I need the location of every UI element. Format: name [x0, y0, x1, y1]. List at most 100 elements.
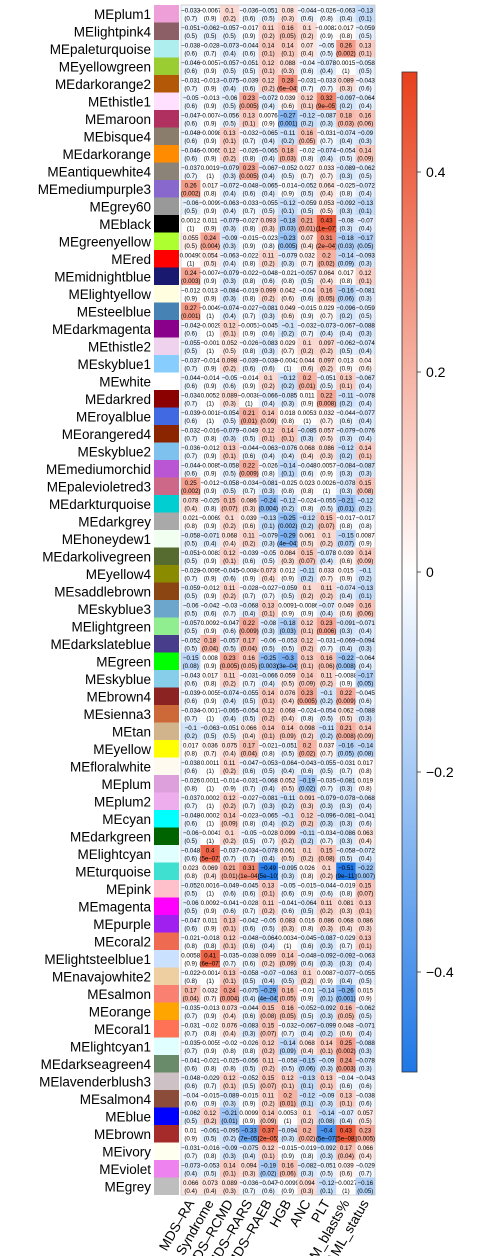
cell-pvalue: (0.5) [359, 1118, 372, 1125]
row-label: MEpalevioletred3 [47, 479, 151, 494]
cell-pvalue: (0.7) [184, 453, 197, 460]
module-color-swatch [154, 600, 179, 618]
cell-pvalue: (0.3) [359, 715, 372, 722]
heatmap-cell-fill [181, 512, 201, 531]
cell-pvalue: (0.1) [359, 208, 372, 215]
cell-correlation: −0.031 [317, 130, 337, 137]
heatmap-cell: −0.055(0.5) [181, 337, 201, 356]
heatmap-cell: 0.26(0.002) [181, 180, 201, 198]
cell-pvalue: (0.5) [184, 558, 197, 565]
cell-correlation: −0.047 [220, 620, 240, 627]
heatmap-cell: −0.072(0.4) [258, 92, 278, 111]
heatmap-cell-fill [355, 372, 376, 391]
heatmap-cell: −0.047(0.6) [181, 110, 201, 128]
cell-correlation: 0.12 [223, 935, 236, 942]
heatmap-cell-fill [316, 442, 337, 461]
cell-pvalue: (0.5) [340, 715, 353, 722]
row-label: MEorange [89, 1004, 151, 1019]
cell-correlation: 0.01 [185, 1127, 198, 1134]
row-label: MEdarkseagreen4 [41, 1057, 152, 1072]
cell-pvalue: (0.8) [204, 1153, 217, 1160]
cell-correlation: 0.008 [202, 655, 218, 662]
heatmap-cell: −0.079(0.3) [336, 425, 356, 443]
heatmap-cell: 0.064(0.4) [316, 267, 337, 286]
heatmap-cell: −0.017(0.9) [239, 22, 259, 41]
cell-correlation: −0.05 [222, 375, 238, 382]
heatmap-cell: −0.22(0.008) [336, 652, 356, 671]
module-color-swatch [154, 670, 179, 688]
cell-correlation: 0.066 [241, 725, 257, 732]
cell-correlation: −0.038 [259, 357, 279, 364]
cell-correlation: 0.17 [243, 742, 256, 749]
heatmap-cell-fill [239, 337, 259, 356]
heatmap-cell: −0.045(0.6) [219, 565, 240, 583]
heatmap-cell-fill [181, 390, 201, 408]
heatmap-cell-fill [258, 232, 279, 251]
heatmap-cell: −0.13(0.1) [258, 512, 279, 531]
cell-pvalue: (0.4) [320, 68, 333, 75]
cell-pvalue: (1) [206, 978, 214, 985]
cell-correlation: 0.0015 [336, 60, 355, 67]
heatmap-cell: 0.14(0.09) [219, 810, 240, 828]
cell-correlation: −0.025 [201, 497, 221, 504]
cell-pvalue: (0.1) [301, 1100, 314, 1107]
module-color-swatch [154, 145, 179, 163]
heatmap-cell: 0.013(0.9) [336, 355, 356, 373]
heatmap-cell: −0.042(0.6) [239, 915, 259, 933]
row-label: MEblue [105, 1109, 151, 1124]
cell-pvalue: (0.06) [299, 1065, 315, 1072]
heatmap-cell: −0.083(0.3) [239, 1020, 259, 1038]
cell-pvalue: (0.9) [204, 68, 217, 75]
cell-pvalue: (0.2) [262, 1065, 275, 1072]
heatmap-cell-fill [355, 512, 376, 531]
heatmap-cell-fill [355, 442, 376, 461]
heatmap-cell: −0.013(0.9) [200, 92, 220, 111]
heatmap-cell: −0.075(0.4) [239, 985, 259, 1003]
cell-pvalue: (0.7) [301, 173, 314, 180]
heatmap-cell-fill [239, 302, 259, 321]
cell-correlation: −0.018 [201, 935, 221, 942]
heatmap-cell: 0.029(0.7) [278, 337, 298, 356]
heatmap-cell-fill [316, 512, 337, 531]
cell-correlation: 0.0092 [201, 900, 220, 907]
module-color-swatch [154, 792, 179, 810]
cell-correlation: −0.049 [220, 882, 240, 889]
cell-correlation: −0.063 [278, 970, 298, 977]
heatmap-cell: −0.034(0.7) [239, 477, 259, 496]
heatmap-cell: −0.0067(0.9) [199, 5, 222, 23]
cell-correlation: −0.0055 [199, 690, 222, 697]
cell-correlation: −0.045 [239, 882, 259, 889]
cell-pvalue: (0.6) [320, 890, 333, 897]
cell-correlation: 0.0002 [201, 795, 220, 802]
heatmap-cell: 0.015(0.9) [355, 985, 376, 1003]
cell-pvalue: (0.9) [204, 488, 217, 495]
heatmap-cell-fill [219, 110, 240, 128]
module-color-swatch [154, 1037, 179, 1055]
cell-pvalue: (0.3) [359, 138, 372, 145]
cell-pvalue: (0.4) [243, 995, 256, 1002]
heatmap-cell-fill [258, 162, 279, 181]
heatmap-cell: −0.09(0.3) [316, 1055, 337, 1073]
cell-pvalue: (0.6) [281, 103, 294, 110]
row-label: MEwhite [99, 374, 151, 389]
cell-correlation: −0.042 [201, 602, 221, 609]
heatmap-cell: −0.031(0.7) [336, 757, 356, 776]
cell-correlation: −0.49 [260, 865, 276, 872]
heatmap-cell: 0.26(0.002) [336, 40, 356, 58]
cell-pvalue: (0.6) [243, 768, 256, 775]
heatmap-cell: 0.053(0.5) [316, 197, 337, 216]
cell-correlation: 0.24 [185, 270, 198, 277]
heatmap-cell: −0.038(0.6) [239, 950, 259, 968]
heatmap-cell-fill [239, 92, 259, 111]
cell-pvalue: (0.6) [359, 365, 372, 372]
cell-pvalue: (0.01) [299, 225, 315, 232]
cell-correlation: 0.14 [223, 1162, 236, 1169]
cell-pvalue: (0.4) [340, 1118, 353, 1125]
heatmap-cell: −0.052(0.5) [181, 635, 201, 653]
heatmap-cell: −0.073(0.4) [316, 320, 337, 338]
cell-correlation: 0.078 [183, 497, 199, 504]
heatmap-cell: −0.15(0.07) [336, 530, 356, 548]
cell-pvalue: (0.9) [340, 575, 353, 582]
cell-correlation: 0.099 [261, 952, 277, 959]
module-color-swatch [154, 1142, 179, 1160]
